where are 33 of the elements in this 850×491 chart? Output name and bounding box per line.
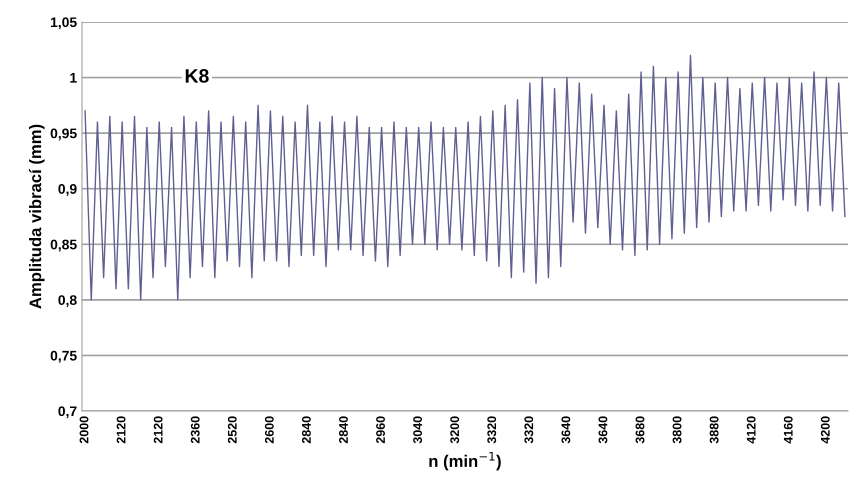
x-tick-label: 3800 — [672, 416, 682, 444]
x-tick-label: 2840 — [339, 416, 348, 444]
y-tick-label: 1 — [70, 73, 77, 83]
y-tick-label: 1,05 — [50, 17, 77, 30]
y-tick-label: 0,9 — [58, 184, 77, 196]
x-tick-label: 3880 — [710, 416, 719, 444]
x-tick-label: 4200 — [820, 416, 830, 444]
y-tick-label: 0,85 — [50, 240, 77, 252]
x-tick-label: 2120 — [116, 416, 126, 444]
x-tick-label: 2520 — [228, 416, 237, 444]
y-tick-label: 0,7 — [58, 406, 77, 418]
x-tick-label: 3200 — [450, 416, 460, 444]
x-tick-label: 2960 — [376, 416, 385, 444]
x-tick-label: 2120 — [154, 416, 163, 444]
x-tick-label: 3640 — [598, 416, 608, 444]
x-tick-label: 2000 — [80, 416, 88, 444]
line-series — [84, 54, 846, 301]
y-tick-label: 0,95 — [50, 128, 77, 140]
y-tick-label: 0,75 — [50, 350, 77, 363]
x-tick-label: 3320 — [524, 416, 534, 444]
x-tick-label: 2600 — [264, 416, 274, 444]
x-tick-label: 2360 — [190, 416, 200, 444]
x-tick-label: 3320 — [487, 416, 496, 444]
y-axis-title: Amplituda vibrací (mm) — [28, 124, 45, 309]
x-axis-title: n (min$^{−1}$) — [429, 452, 501, 470]
y-tick-label: 0,8 — [58, 295, 77, 308]
annotation: K8 — [186, 69, 209, 83]
x-tick-label: 3680 — [636, 416, 644, 444]
x-tick-label: 2840 — [302, 416, 311, 444]
x-tick-label: 3640 — [561, 416, 570, 444]
x-tick-label: 3040 — [413, 416, 422, 444]
x-tick-label: 4160 — [784, 416, 793, 444]
x-tick-label: 4120 — [746, 416, 756, 444]
